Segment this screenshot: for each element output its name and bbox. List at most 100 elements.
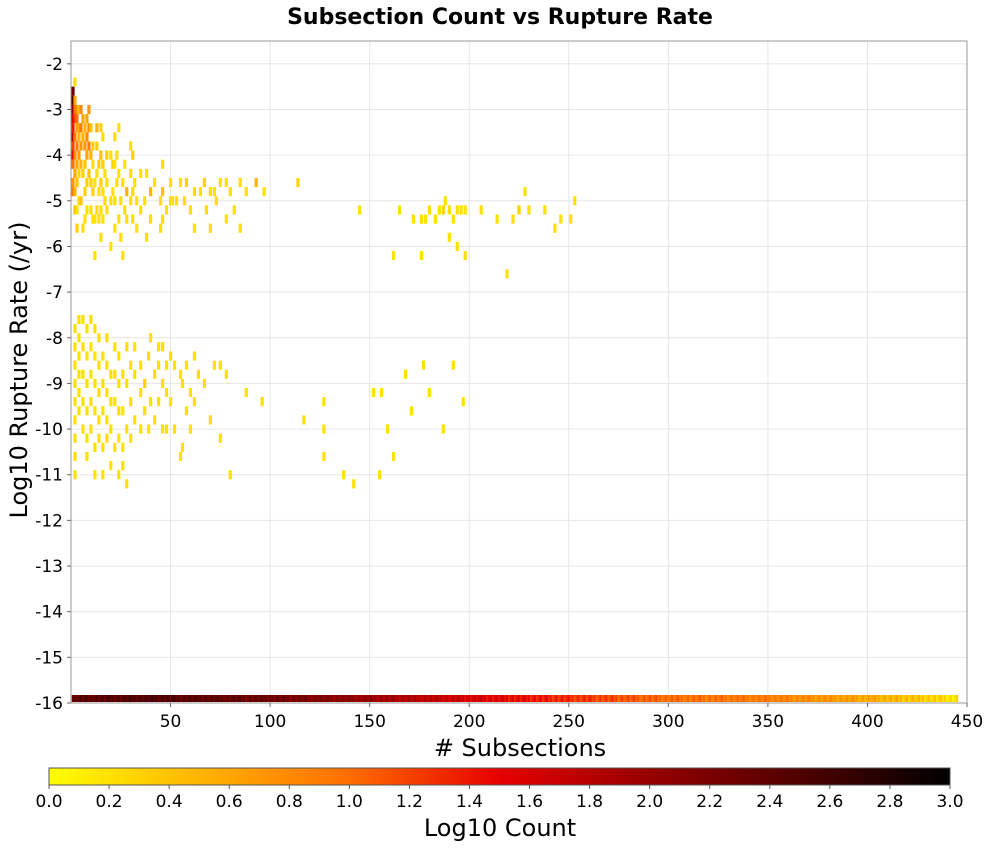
heatmap-cell [105,205,109,215]
heatmap-cell [198,187,203,197]
bottom-row-cell [693,695,696,702]
bottom-row-cell [398,695,401,702]
heatmap-cell [204,205,208,215]
colorbar-tick-label: 0.2 [96,792,123,812]
bottom-row-cell [728,695,732,702]
bottom-row-cell [527,695,531,702]
heatmap-cell [188,387,193,398]
heatmap-cell [81,397,85,407]
bottom-row-cell [346,695,349,702]
bottom-row-cell [481,695,485,702]
heatmap-cell [569,214,573,224]
heatmap-cell [75,205,79,215]
heatmap-cell [77,150,81,160]
bottom-row-cell [472,695,475,702]
heatmap-cell [208,415,212,425]
bottom-row-cell [595,695,598,702]
heatmap-cell [121,251,125,261]
bottom-row-cell [177,695,180,702]
heatmap-cell [105,150,109,160]
heatmap-cell [97,387,101,398]
heatmap-cell [111,159,115,169]
bottom-row-cell [647,695,650,702]
heatmap-cell [73,415,77,425]
bottom-row-cell [161,695,164,702]
bottom-row-cell [529,695,533,702]
bottom-row-cell [762,695,766,702]
heatmap-cell [433,214,437,224]
bottom-row-cell [77,695,81,702]
plot-frame [70,40,968,704]
bottom-row-cell [462,695,465,702]
heatmap-cell [131,150,135,160]
heatmap-cell [105,360,109,370]
bottom-row-cell [350,695,353,702]
bottom-row-cell [424,695,427,702]
heatmap-cell [113,132,117,142]
bottom-row-cell [575,695,578,702]
heatmap-cell [117,351,121,361]
bottom-row-cell [523,695,527,702]
heatmap-cell [131,187,135,197]
bottom-row-cell [155,695,158,702]
heatmap-cell [119,232,123,242]
bottom-row-cell [264,695,268,702]
x-tick-label: 200 [453,712,485,732]
bottom-row-cell [404,695,407,702]
heatmap-cell [125,378,129,388]
heatmap-cell [113,397,117,407]
heatmap-cell [97,360,101,370]
bottom-row-cell [844,695,847,702]
bottom-row-cell [537,695,541,702]
bottom-row-cell [611,695,614,702]
bottom-row-cell [718,695,722,702]
bottom-row-cell [607,695,610,702]
bottom-row-cell [73,695,77,702]
heatmap-cell [85,324,89,334]
heatmap-cell [164,360,169,370]
bottom-row-cell [555,695,559,702]
heatmap-cell [133,415,137,425]
heatmap-cell [463,205,467,215]
bottom-row-cell [382,695,385,702]
x-tick-label: 250 [553,712,585,732]
bottom-row-cell [780,695,784,702]
bottom-row-cell [788,695,791,702]
heatmap-cell [81,314,85,325]
bottom-row-cell [438,695,441,702]
bottom-row-cell [798,695,801,702]
heatmap-cell [129,360,133,370]
bottom-row-cell [113,695,116,702]
y-tick-label: -11 [35,466,63,486]
heatmap-cell [459,205,463,215]
bottom-row-cell [866,695,869,702]
bottom-row-cell [627,695,630,702]
bottom-row-cell [167,695,170,702]
heatmap-cell [81,342,85,352]
bottom-row-cell [362,695,365,702]
bottom-row-cell [597,695,600,702]
bottom-row-cell [547,695,551,702]
bottom-row-cell [95,695,99,702]
bottom-row-cell [925,695,929,702]
heatmap-cell [133,177,137,188]
bottom-row-cell [649,695,652,702]
heatmap-cell [71,95,75,105]
bottom-row-cell [372,695,375,702]
heatmap-cell [121,177,125,188]
heatmap-cell [358,205,362,215]
bottom-row-cell [185,695,188,702]
heatmap-cell [397,205,402,215]
bottom-row-cell [509,695,513,702]
bottom-row-cell [744,695,748,702]
heatmap-cell [523,187,527,197]
heatmap-cell [101,187,105,197]
heatmap-cell [115,177,119,188]
bottom-row-cell [830,695,833,702]
bottom-row-cell [312,695,316,702]
heatmap-cell [254,177,258,188]
bottom-row-cell [683,695,686,702]
bottom-row-cell [370,695,373,702]
colorbar-tick-label: 2.0 [636,792,663,812]
heatmap-cell [411,214,416,224]
